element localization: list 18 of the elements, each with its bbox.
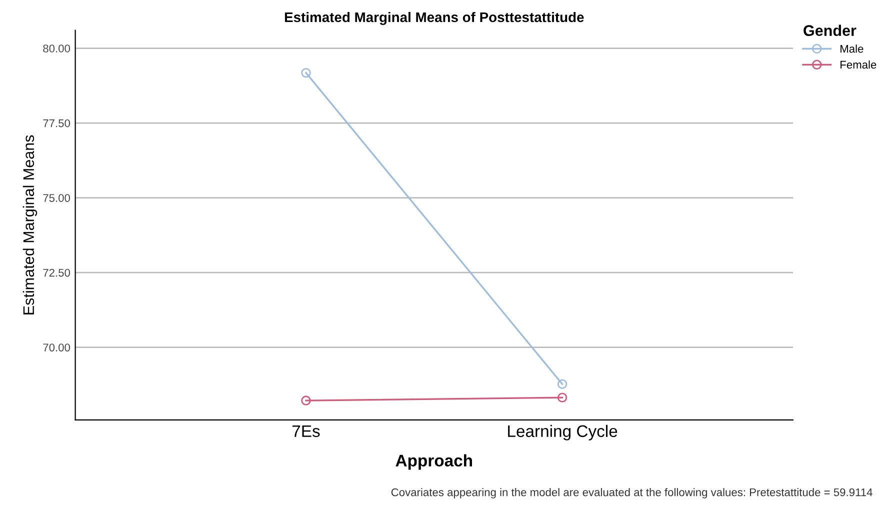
y-axis-title: Estimated Marginal Means	[22, 135, 38, 314]
x-tick-label: 7Es	[292, 425, 320, 438]
legend-label: Female	[840, 60, 876, 69]
text: Covariates appearing in the model are evaluated at the following values: Pretestattitude = 59.9114	[391, 488, 872, 498]
point	[557, 392, 568, 402]
x-tick-label: Learning Cycle	[508, 424, 618, 440]
y-tick-label: 70.00	[43, 344, 70, 352]
point	[301, 68, 311, 78]
y-tick-label: 75.00	[43, 194, 70, 202]
legend-title: Gender	[804, 24, 856, 36]
point	[557, 379, 568, 389]
y-tick-label: 77.50	[43, 119, 70, 128]
chart-title: Estimated Marginal Means of Posttestattitude	[284, 12, 584, 25]
legend-label: Male	[840, 44, 864, 53]
y-tick-label: 72.50	[43, 268, 70, 277]
point	[301, 396, 311, 406]
y-tick-label: 80.00	[43, 44, 70, 52]
x-axis-title: Approach	[396, 454, 472, 470]
